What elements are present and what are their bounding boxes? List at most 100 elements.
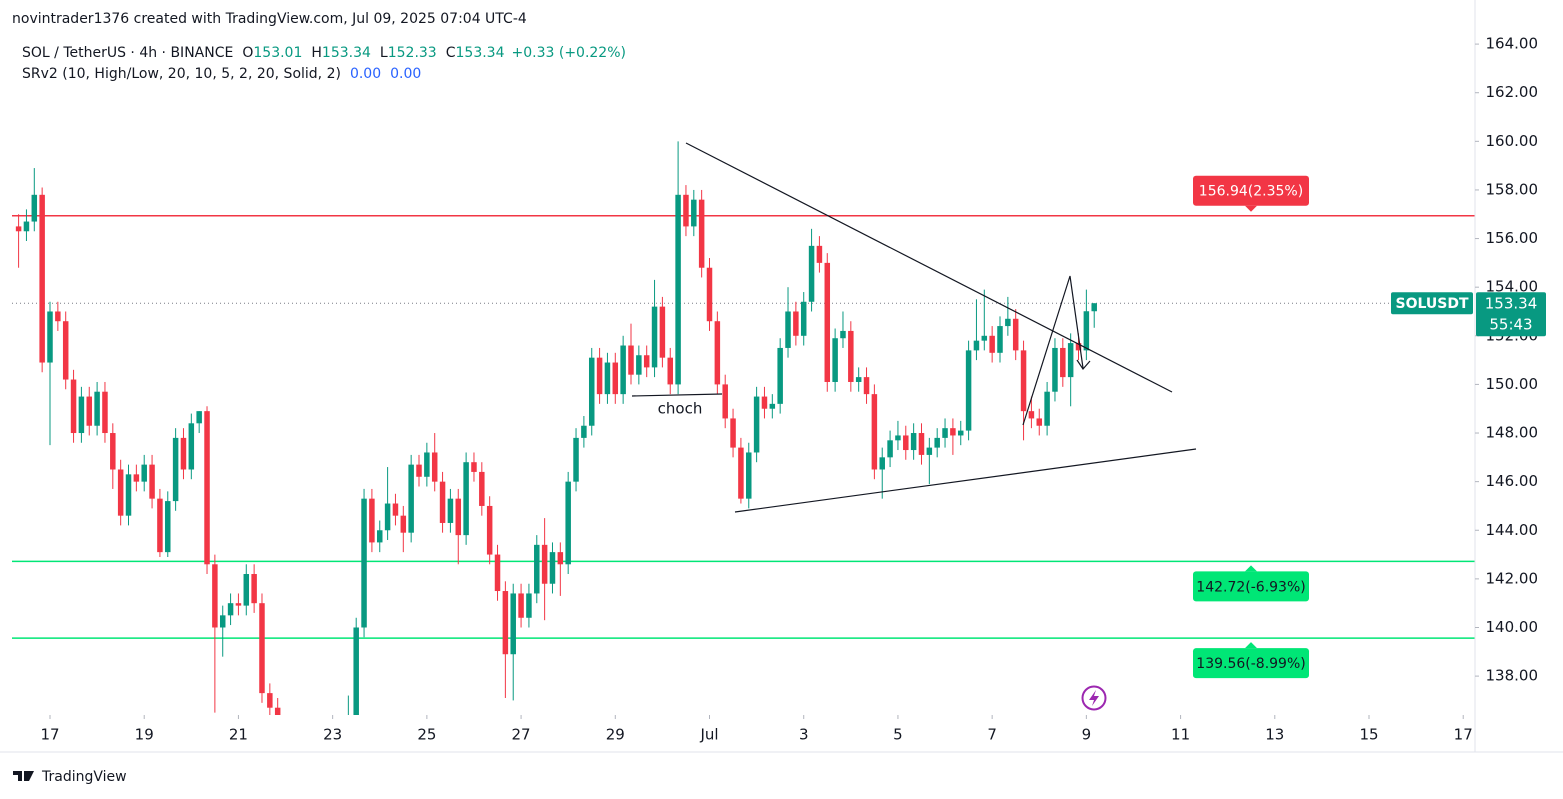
candle-body [204, 411, 210, 565]
candle-body [1036, 418, 1043, 426]
candle-body [777, 347, 783, 404]
countdown: 55:43 [1489, 316, 1532, 334]
level-label-box [1193, 571, 1309, 602]
x-tick-label: 29 [606, 726, 625, 744]
indicator-name: SRv2 (10, High/Low, 20, 10, 5, 2, 20, So… [22, 66, 341, 82]
level-label-box [1193, 175, 1309, 206]
candle-body [125, 474, 132, 516]
candle-body [997, 326, 1003, 353]
candle-body [643, 355, 650, 368]
candle-body [526, 593, 532, 618]
candle-body [738, 447, 744, 499]
level-label: 139.56(-8.99%) [1196, 656, 1305, 672]
candle-body [196, 411, 202, 424]
x-tick-label: Jul [699, 726, 718, 744]
candle-body [510, 593, 516, 655]
symbol-tag [1391, 292, 1473, 315]
candle-body [172, 437, 179, 502]
trendline [734, 448, 1197, 513]
candle-body [753, 396, 760, 453]
candle-body [62, 321, 69, 380]
candle-body [855, 377, 862, 382]
candle-body [369, 498, 375, 543]
candle-body [1075, 343, 1082, 351]
candle-body [871, 394, 878, 470]
price-tag [1476, 292, 1546, 337]
candle-body [274, 707, 281, 715]
candle-body [612, 362, 619, 395]
candle-body [86, 396, 93, 426]
legend: SOL / TetherUS · 4h · BINANCE O153.01 H153… [22, 45, 626, 61]
y-tick-label: 148.00 [1486, 424, 1539, 442]
y-tick-label: 150.00 [1486, 375, 1539, 393]
y-tick-label: 164.00 [1486, 35, 1539, 53]
candle-body [392, 503, 399, 516]
candle-body [149, 464, 155, 499]
arrow-head [1076, 359, 1091, 370]
candle-body [1052, 347, 1058, 392]
legend-key: C [446, 45, 456, 61]
x-tick-label: 13 [1265, 726, 1284, 744]
candle-body [989, 335, 995, 353]
candle-body [926, 447, 933, 455]
candle-body [157, 498, 163, 553]
candle-body [541, 544, 548, 584]
candle-body [879, 457, 885, 470]
candle-body [219, 615, 226, 628]
x-tick-label: 9 [1082, 726, 1092, 744]
candle-body [455, 498, 462, 536]
level-label-pointer [1245, 205, 1257, 212]
candle-body [659, 306, 666, 358]
candle-body [965, 350, 972, 431]
x-tick-label: 5 [893, 726, 903, 744]
candle-body [39, 194, 45, 363]
candle-body [816, 245, 823, 263]
candle-body [596, 357, 603, 395]
zigzag [1022, 275, 1084, 426]
credit: novintrader1376 created with TradingView… [12, 11, 527, 27]
candle-body [1060, 347, 1066, 378]
candle-body [47, 311, 53, 363]
candle-body [651, 306, 658, 368]
x-tick-label: 7 [987, 726, 997, 744]
candle-body [934, 437, 940, 448]
candle-body [227, 603, 234, 616]
x-tick-label: 15 [1359, 726, 1378, 744]
candle-body [1012, 318, 1019, 351]
level-label-box [1193, 648, 1309, 679]
candle-body [518, 593, 524, 618]
candle-body [1028, 411, 1035, 419]
trendline [685, 142, 1173, 393]
candle-body [581, 425, 587, 438]
candle-body [557, 552, 564, 565]
candle-body [447, 498, 454, 523]
candle-body [23, 221, 30, 232]
candle-body [918, 433, 925, 455]
choch-line [631, 393, 723, 397]
x-tick-label: 25 [417, 726, 436, 744]
candle-body [1020, 350, 1027, 412]
legend-value: 153.01 [253, 45, 302, 61]
candle-body [1083, 311, 1090, 351]
candle-body [15, 226, 22, 232]
candle-body [400, 515, 407, 533]
x-tick-label: 19 [135, 726, 154, 744]
candle-body [565, 481, 571, 565]
candle-body [384, 503, 391, 531]
candle-body [910, 433, 917, 451]
alert-icon[interactable] [1081, 685, 1107, 711]
legend-value: 153.34 [322, 45, 371, 61]
level-label: 156.94(2.35%) [1199, 184, 1303, 200]
x-tick-label: 11 [1171, 726, 1190, 744]
footer: TradingView [13, 769, 127, 785]
candle-body [1091, 303, 1097, 312]
candle-body [950, 428, 956, 436]
candle-body [408, 464, 414, 533]
y-tick-label: 138.00 [1486, 667, 1539, 685]
indicator-legend: SRv2 (10, High/Low, 20, 10, 5, 2, 20, So… [22, 66, 421, 82]
x-tick-label: 3 [799, 726, 809, 744]
symbol-tag-label: SOLUSDT [1395, 296, 1468, 312]
candle-body [502, 591, 509, 655]
candle-body [698, 199, 705, 268]
